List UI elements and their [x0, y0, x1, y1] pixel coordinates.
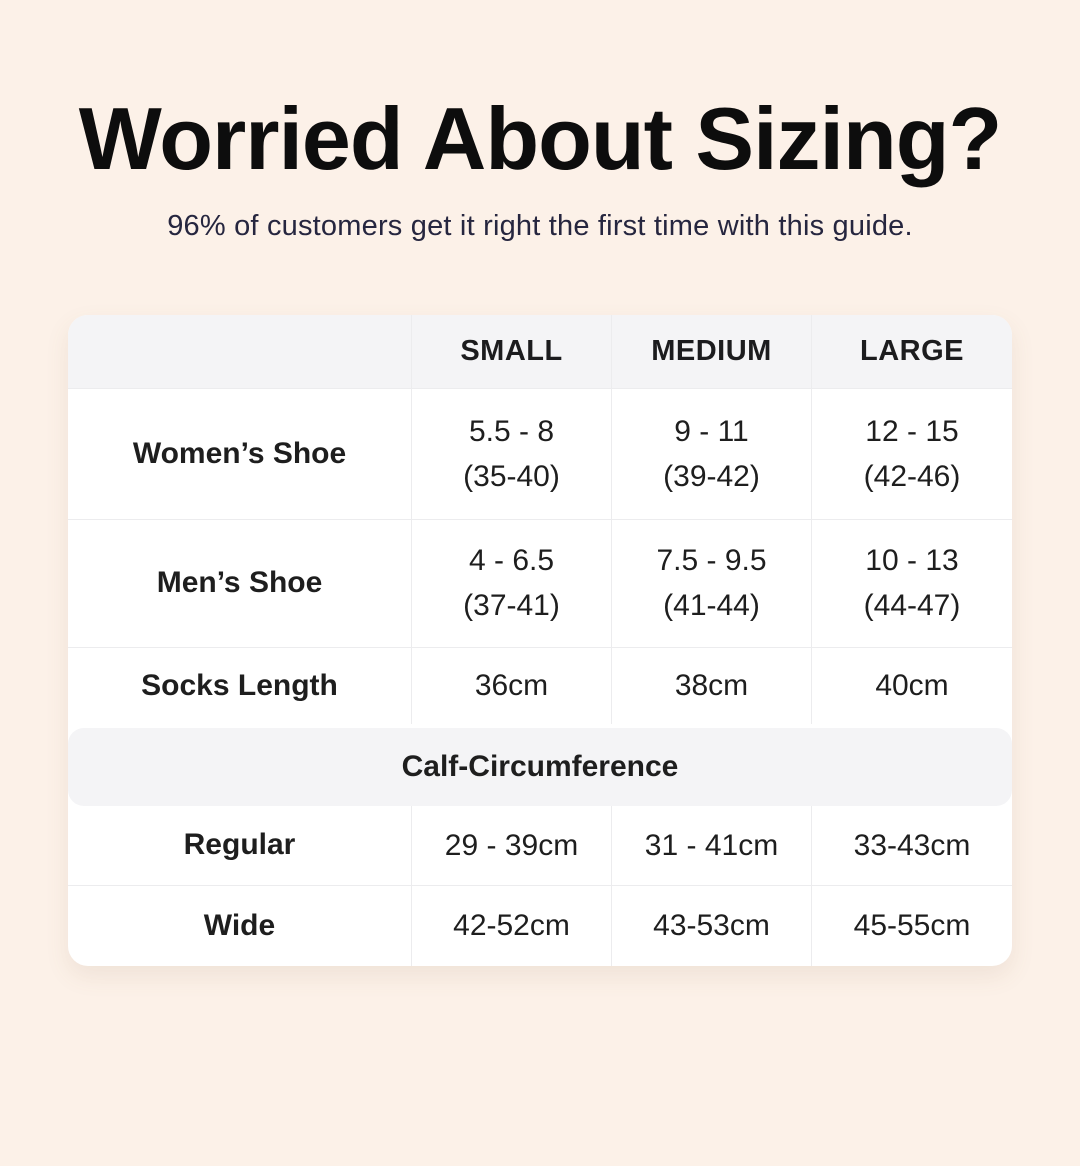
- cell-mens-large: 10 - 13 (44-47): [811, 519, 1012, 647]
- cell-wide-medium: 43-53cm: [611, 885, 811, 966]
- section-band-calf-circumference: Calf-Circumference: [68, 727, 1012, 806]
- row-label-mens-shoe: Men’s Shoe: [156, 566, 323, 600]
- cell-womens-small: 5.5 - 8 (35-40): [411, 388, 611, 519]
- row-label-socks-length: Socks Length: [141, 668, 338, 702]
- size-value: 43-53cm: [653, 909, 770, 943]
- size-value: 36cm: [474, 669, 549, 703]
- size-value-eu: (39-42): [663, 459, 760, 493]
- size-value: 7.5 - 9.5: [656, 544, 767, 578]
- cell-socks-small: 36cm: [411, 647, 611, 724]
- cell-regular-small: 29 - 39cm: [411, 805, 611, 885]
- section-band-label: Calf-Circumference: [401, 749, 679, 783]
- size-value: 9 - 11: [674, 414, 749, 448]
- size-value: 42-52cm: [453, 909, 570, 943]
- size-value-eu: (42-46): [863, 459, 961, 493]
- size-value: 12 - 15: [865, 414, 959, 448]
- size-value: 4 - 6.5: [468, 544, 555, 578]
- table-header-row: SMALL MEDIUM LARGE: [68, 314, 1012, 388]
- row-label-regular: Regular: [183, 828, 296, 862]
- header-cell-medium: MEDIUM: [611, 314, 811, 388]
- row-label-womens-shoe: Women’s Shoe: [132, 436, 347, 470]
- cell-socks-medium: 38cm: [611, 647, 811, 724]
- page-title: Worried About Sizing?: [78, 89, 1002, 188]
- size-value-eu: (35-40): [463, 459, 560, 493]
- size-value: 40cm: [875, 669, 949, 703]
- cell-wide-small: 42-52cm: [411, 885, 611, 966]
- header-cell-small: SMALL: [411, 314, 611, 388]
- size-value: 5.5 - 8: [468, 414, 555, 448]
- header-cell-empty: [68, 315, 411, 388]
- size-value: 10 - 13: [865, 544, 959, 578]
- cell-womens-medium: 9 - 11 (39-42): [611, 388, 811, 519]
- row-label-wide: Wide: [203, 908, 276, 942]
- size-value: 45-55cm: [853, 909, 971, 943]
- size-value: 29 - 39cm: [444, 828, 579, 862]
- table-row-regular: Regular 29 - 39cm 31 - 41cm 33-43cm: [68, 805, 1012, 885]
- page-subtitle: 96% of customers get it right the first …: [167, 209, 913, 242]
- size-value: 31 - 41cm: [644, 828, 779, 862]
- cell-regular-medium: 31 - 41cm: [611, 805, 811, 885]
- table-row-womens-shoe: Women’s Shoe 5.5 - 8 (35-40) 9 - 11 (39-…: [68, 387, 1012, 519]
- size-value-eu: (41-44): [663, 589, 760, 623]
- size-value-eu: (37-41): [463, 589, 560, 623]
- size-value: 38cm: [674, 669, 749, 703]
- cell-regular-large: 33-43cm: [811, 805, 1012, 885]
- sizing-guide-infographic: Worried About Sizing? 96% of customers g…: [0, 86, 1080, 1166]
- size-value: 33-43cm: [853, 828, 971, 862]
- cell-mens-medium: 7.5 - 9.5 (41-44): [611, 519, 811, 647]
- cell-socks-large: 40cm: [811, 647, 1012, 724]
- size-chart-table: SMALL MEDIUM LARGE Women’s Shoe 5.5 - 8 …: [68, 314, 1012, 966]
- size-value-eu: (44-47): [863, 589, 961, 623]
- cell-mens-small: 4 - 6.5 (37-41): [411, 519, 611, 647]
- cell-womens-large: 12 - 15 (42-46): [811, 388, 1012, 519]
- cell-wide-large: 45-55cm: [811, 885, 1012, 966]
- table-row-mens-shoe: Men’s Shoe 4 - 6.5 (37-41) 7.5 - 9.5 (41…: [68, 518, 1012, 647]
- header-cell-large: LARGE: [811, 314, 1012, 388]
- table-row-socks-length: Socks Length 36cm 38cm 40cm: [68, 646, 1012, 724]
- table-row-wide: Wide 42-52cm 43-53cm 45-55cm: [68, 884, 1012, 966]
